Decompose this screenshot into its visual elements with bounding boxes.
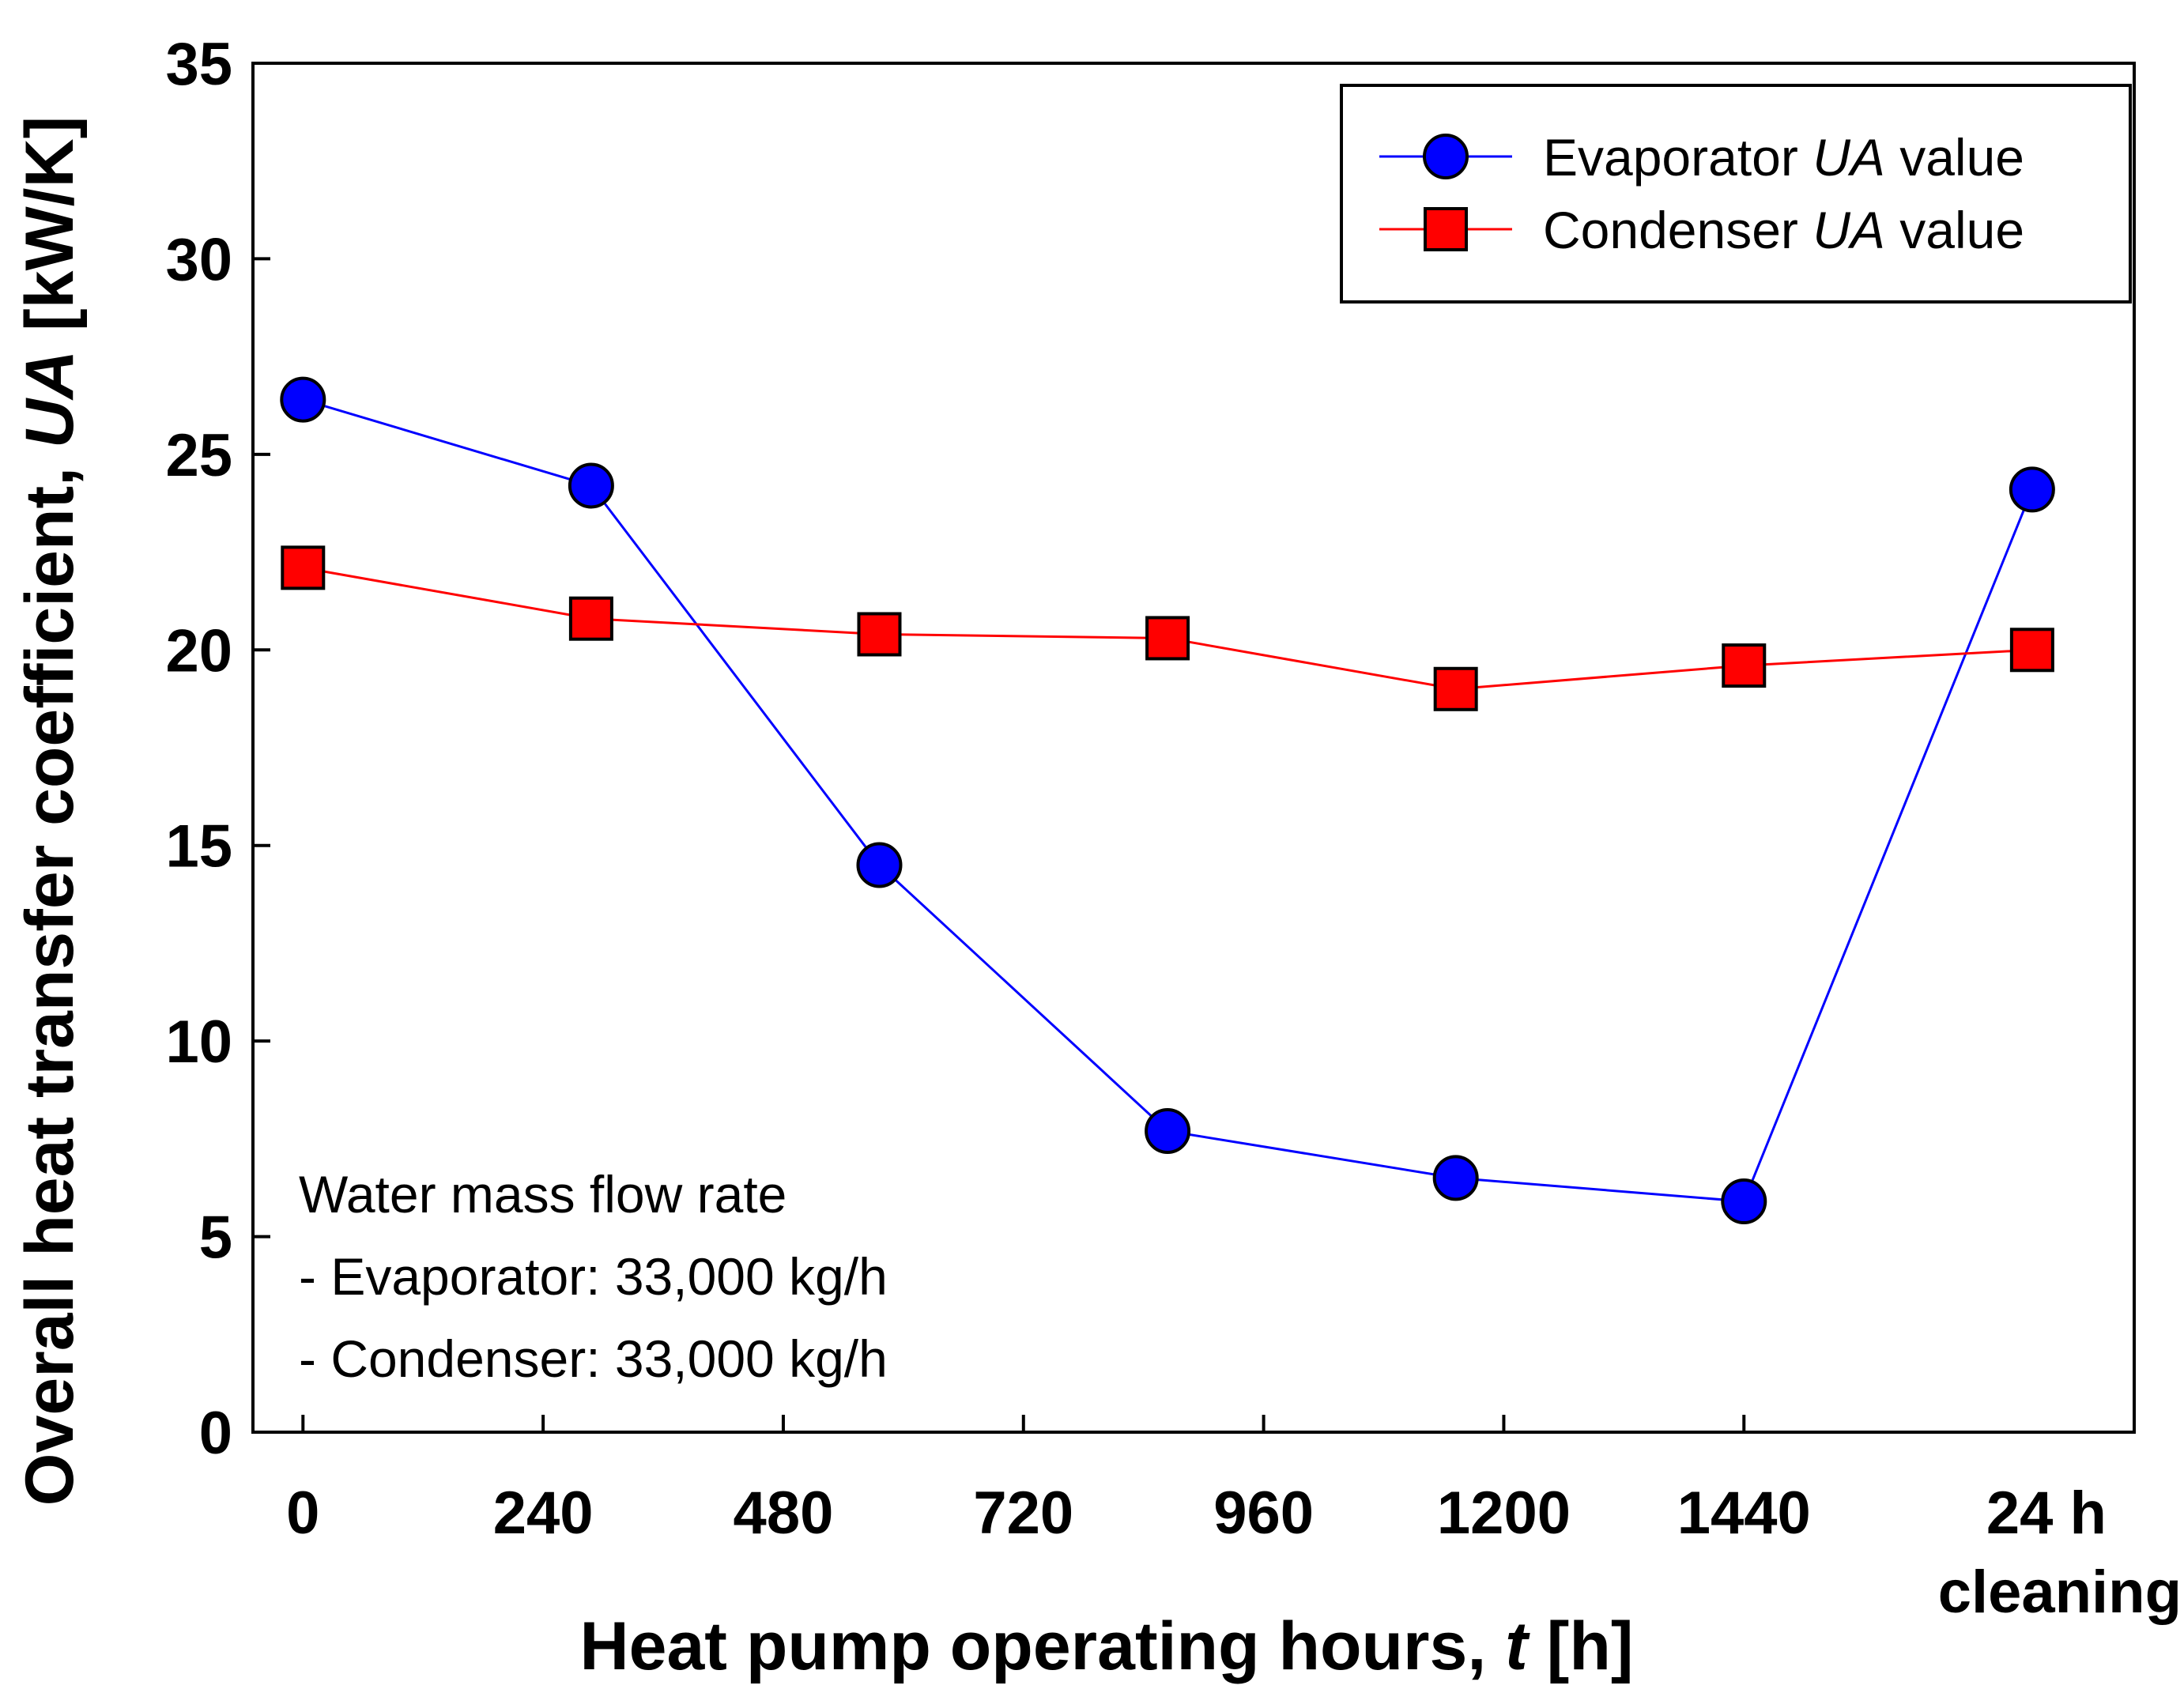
y-tick-label: 15 (165, 813, 232, 880)
data-point (1433, 666, 1478, 711)
series-condenser (281, 545, 2054, 711)
data-point (1145, 1107, 1191, 1154)
data-point (568, 462, 614, 509)
y-tick-label: 10 (165, 1009, 232, 1076)
data-point (857, 612, 902, 657)
series-evaporator (280, 376, 2055, 1225)
x-tick-label-cleaning-line2: cleaning (1938, 1559, 2182, 1626)
legend-label: Condenser UA value (1543, 201, 2024, 259)
x-tick-label: 1440 (1677, 1480, 1811, 1547)
legend-box (1340, 84, 2132, 304)
x-tick-label: 240 (493, 1480, 594, 1547)
data-point (2009, 628, 2054, 673)
x-tick-label: 0 (286, 1480, 319, 1547)
legend: Evaporator UA value Condenser UA value (1340, 84, 2132, 304)
data-point (281, 545, 326, 590)
x-tick-label: 1200 (1437, 1480, 1571, 1547)
data-point (280, 376, 326, 423)
data-point (1721, 1178, 1767, 1225)
data-point (1145, 616, 1190, 661)
data-point (1722, 643, 1767, 688)
x-tick-label: 960 (1213, 1480, 1314, 1547)
y-tick-label: 35 (165, 31, 232, 98)
plot-series (280, 376, 2055, 1225)
y-tick-label: 0 (199, 1400, 232, 1467)
x-tick-label: 480 (734, 1480, 834, 1547)
y-tick-label: 30 (165, 226, 232, 293)
axes: 0 5 10 15 20 25 30 35 0 240 480 720 960 1200 1440 24 h c… (12, 31, 2182, 1684)
data-point (2009, 466, 2055, 513)
legend-label: Evaporator UA value (1543, 128, 2024, 187)
annotation-line-1: Water mass flow rate (299, 1165, 786, 1224)
annotation-line-2: - Evaporator: 33,000 kg/h (299, 1247, 888, 1306)
annotation-line-3: - Condenser: 33,000 kg/h (299, 1329, 888, 1388)
x-axis-title: Heat pump operating hours, t [h] (580, 1608, 1634, 1684)
plot-frame (251, 62, 2136, 1434)
y-tick-label: 20 (165, 617, 232, 684)
y-tick-label: 5 (199, 1205, 232, 1272)
data-point (1432, 1155, 1479, 1201)
annotation: Water mass flow rate - Evaporator: 33,000… (299, 1165, 888, 1388)
legend-marker-square (1424, 207, 1468, 251)
x-tick-label-cleaning: 24 h (1986, 1480, 2107, 1547)
data-point (568, 596, 613, 641)
y-tick-label: 25 (165, 422, 232, 489)
y-axis-title: Overall heat transfer coefficient, UA [k… (12, 116, 88, 1506)
legend-marker-circle (1423, 134, 1469, 179)
data-point (856, 842, 903, 888)
x-tick-label: 720 (973, 1480, 1073, 1547)
